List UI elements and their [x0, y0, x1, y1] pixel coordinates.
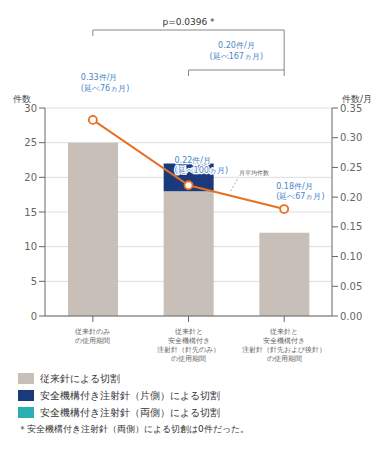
- svg-text:p=0.0396 *: p=0.0396 *: [162, 17, 215, 27]
- svg-text:25: 25: [24, 137, 37, 148]
- svg-text:0.22件/月(延べ100ヵ月): 0.22件/月(延べ100ヵ月): [175, 156, 229, 175]
- html-text:安全機構付き注射針（両側）による切割: 安全機構付き注射針（両側）による切割: [40, 406, 220, 418]
- svg-text:5: 5: [31, 276, 37, 287]
- html-text:安全機構付き注射針（片側）による切割: 安全機構付き注射針（片側）による切割: [40, 389, 220, 401]
- svg-text:0: 0: [31, 311, 37, 322]
- svg-text:10: 10: [24, 241, 37, 252]
- svg-text:0.30: 0.30: [340, 132, 362, 143]
- svg-text:0.18件/月(延べ67ヵ月): 0.18件/月(延べ67ヵ月): [276, 182, 324, 201]
- svg-text:従来針と安全機構付き注射針（針先のみ）の使用期間: 従来針と安全機構付き注射針（針先のみ）の使用期間: [157, 328, 220, 363]
- svg-text:従来針と安全機構付き注射針（針先および後針）の使用期間: 従来針と安全機構付き注射針（針先および後針）の使用期間: [242, 328, 326, 363]
- svg-text:0.15: 0.15: [340, 221, 362, 232]
- svg-text:20: 20: [24, 172, 37, 183]
- svg-text:0.25: 0.25: [340, 162, 362, 173]
- svg-text:0.35: 0.35: [340, 103, 362, 114]
- html-text:従来針による切割: 従来針による切割: [40, 372, 120, 384]
- svg-text:0.00: 0.00: [340, 311, 362, 322]
- svg-text:15: 15: [24, 207, 37, 218]
- svg-text:月平均件数: 月平均件数: [239, 169, 269, 176]
- svg-text:0.05: 0.05: [340, 281, 362, 292]
- svg-text:0.20件/月(延べ167ヵ月): 0.20件/月(延べ167ヵ月): [210, 41, 264, 61]
- svg-text:件数/月: 件数/月: [342, 94, 372, 104]
- svg-text:0.33件/月(延べ76ヵ月): 0.33件/月(延べ76ヵ月): [81, 73, 129, 93]
- svg-text:件数: 件数: [13, 94, 31, 104]
- html-text:＊安全機構付き注射針（両側）による切創は0件だった。: ＊安全機構付き注射針（両側）による切創は0件だった。: [18, 424, 249, 434]
- svg-text:0.10: 0.10: [340, 251, 362, 262]
- svg-text:0.20: 0.20: [340, 192, 362, 203]
- svg-text:従来針のみの使用期間: 従来針のみの使用期間: [75, 328, 110, 345]
- svg-text:30: 30: [24, 103, 37, 114]
